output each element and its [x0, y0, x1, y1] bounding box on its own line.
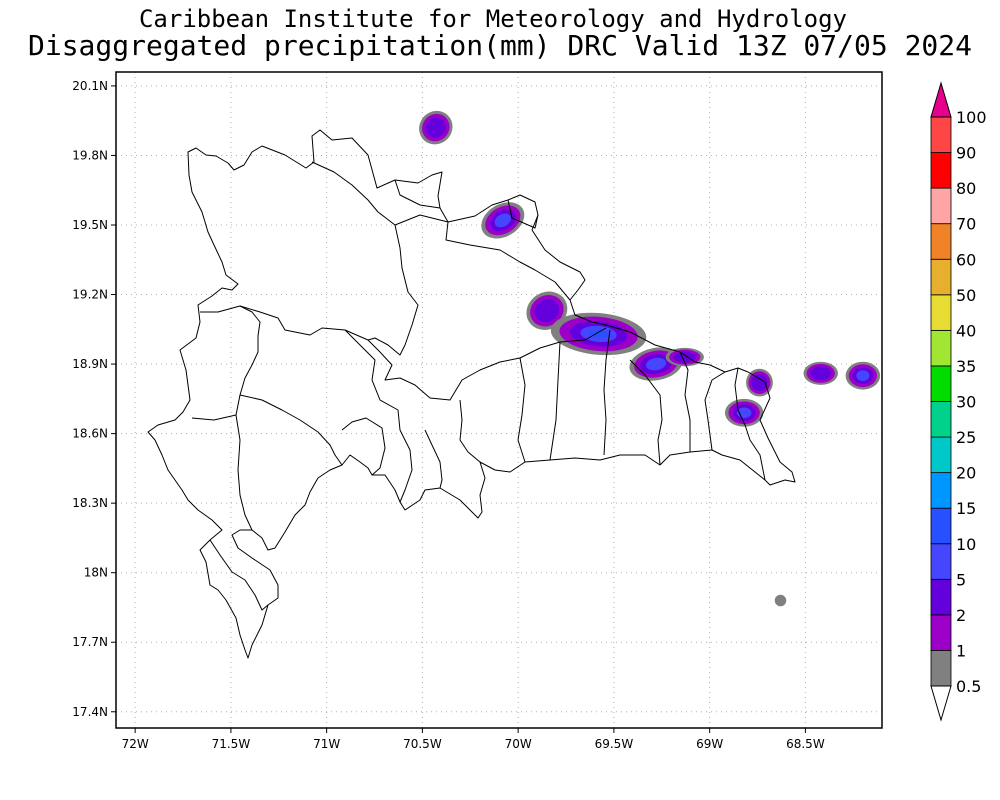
- colorbar-swatch: [930, 223, 952, 260]
- precip-contour: [589, 329, 609, 339]
- province-line: [734, 367, 766, 481]
- y-tick-label: 17.4N: [72, 705, 108, 719]
- plot-frame: [115, 71, 883, 729]
- colorbar-swatch: [930, 187, 952, 225]
- province-line: [341, 417, 386, 476]
- province-line: [704, 371, 726, 451]
- province-line: [239, 305, 369, 341]
- title-line-2: Disaggregated precipitation(mm) DRC Vali…: [28, 29, 972, 62]
- colorbar-label: 2: [956, 606, 966, 625]
- x-tick-label: 69.5W: [595, 737, 634, 751]
- colorbar-swatch: [930, 507, 952, 545]
- x-tick-label: 72W: [122, 737, 149, 751]
- precip-contour: [751, 374, 768, 391]
- colorbar-label: 70: [956, 215, 976, 234]
- precip-contour: [425, 117, 446, 138]
- colorbar-swatch: [930, 578, 952, 616]
- precip-contour: [856, 370, 870, 381]
- province-line: [209, 539, 269, 611]
- colorbar-swatch: [930, 436, 952, 474]
- map-axes: 72W 71.5W 71W 70.5W 70W 69.5W 69W 68.5W 20.1N 19…: [72, 71, 883, 751]
- grid-lines: [116, 72, 882, 728]
- x-tick-label: 70W: [505, 737, 532, 751]
- colorbar-swatch: [930, 543, 952, 580]
- province-line: [367, 327, 607, 401]
- y-tick-label: 18.6N: [72, 427, 108, 441]
- province-line: [235, 414, 253, 531]
- admin-boundaries: [147, 129, 796, 659]
- precip-contour: [774, 594, 787, 607]
- colorbar-swatch: [930, 614, 952, 651]
- colorbar-label: 35: [956, 357, 976, 376]
- colorbar-swatch: [930, 472, 952, 509]
- province-line: [459, 399, 481, 463]
- y-tick-label: 17.7N: [72, 635, 108, 649]
- x-tick-label: 71.5W: [212, 737, 251, 751]
- colorbar-label: 20: [956, 464, 976, 483]
- province-line: [424, 429, 443, 489]
- colorbar-swatch: [930, 258, 952, 296]
- colorbar-max-arrow: [930, 81, 952, 118]
- colorbar-swatch: [930, 152, 952, 189]
- province-line: [549, 341, 561, 461]
- y-tick-label: 18.9N: [72, 357, 108, 371]
- colorbar-swatch: [930, 329, 952, 367]
- x-axis-ticks: 72W 71.5W 71W 70.5W 70W 69.5W 69W 68.5W: [122, 728, 825, 751]
- precip-contour: [645, 357, 667, 371]
- y-tick-label: 19.5N: [72, 218, 108, 232]
- precip-contour: [494, 213, 511, 228]
- y-axis-ticks: 20.1N 19.8N 19.5N 19.2N 18.9N 18.6N 18.3N 18N 17…: [72, 79, 116, 719]
- colorbar-swatch: [930, 650, 952, 687]
- y-tick-label: 18.3N: [72, 496, 108, 510]
- province-line: [367, 211, 419, 356]
- colorbar-label: 1: [956, 641, 966, 660]
- colorbar-label: 90: [956, 144, 976, 163]
- colorbar-label: 50: [956, 286, 976, 305]
- colorbar-swatch: [930, 365, 952, 402]
- y-tick-label: 19.2N: [72, 288, 108, 302]
- province-line: [517, 357, 526, 463]
- x-tick-label: 70.5W: [403, 737, 442, 751]
- precip-contour: [810, 366, 832, 381]
- colorbar-swatch: [930, 401, 952, 438]
- country-outline: [147, 129, 796, 659]
- colorbar-label: 15: [956, 499, 976, 518]
- x-tick-label: 68.5W: [786, 737, 825, 751]
- title-line-1: Caribbean Institute for Meteorology and …: [139, 5, 847, 33]
- y-tick-label: 19.8N: [72, 148, 108, 162]
- x-tick-label: 71W: [313, 737, 340, 751]
- province-line: [191, 305, 261, 421]
- colorbar-swatch: [930, 116, 952, 153]
- colorbar-swatch: [930, 294, 952, 331]
- province-line: [679, 351, 691, 452]
- province-line: [394, 179, 441, 209]
- colorbar-label: 10: [956, 535, 976, 554]
- province-line: [239, 394, 343, 466]
- province-line: [629, 359, 663, 466]
- precip-layer: [419, 110, 881, 607]
- colorbar-label: 30: [956, 393, 976, 412]
- colorbar-label: 100: [956, 108, 987, 127]
- precip-contour: [673, 351, 697, 363]
- province-line: [344, 329, 413, 503]
- colorbar-label: 25: [956, 428, 976, 447]
- x-tick-label: 69W: [696, 737, 723, 751]
- colorbar-label: 0.5: [956, 677, 981, 696]
- colorbar-label: 40: [956, 321, 976, 340]
- province-line: [603, 329, 611, 456]
- colorbar-label: 5: [956, 570, 966, 589]
- y-tick-label: 18N: [84, 566, 108, 580]
- colorbar-min-arrow: [930, 685, 952, 722]
- colorbar-label: 60: [956, 250, 976, 269]
- y-tick-label: 20.1N: [72, 79, 108, 93]
- province-line: [445, 221, 571, 301]
- colorbar-label: 80: [956, 179, 976, 198]
- province-line: [507, 199, 539, 229]
- precip-contour: [534, 299, 560, 323]
- province-line: [394, 214, 449, 226]
- province-line: [311, 161, 379, 213]
